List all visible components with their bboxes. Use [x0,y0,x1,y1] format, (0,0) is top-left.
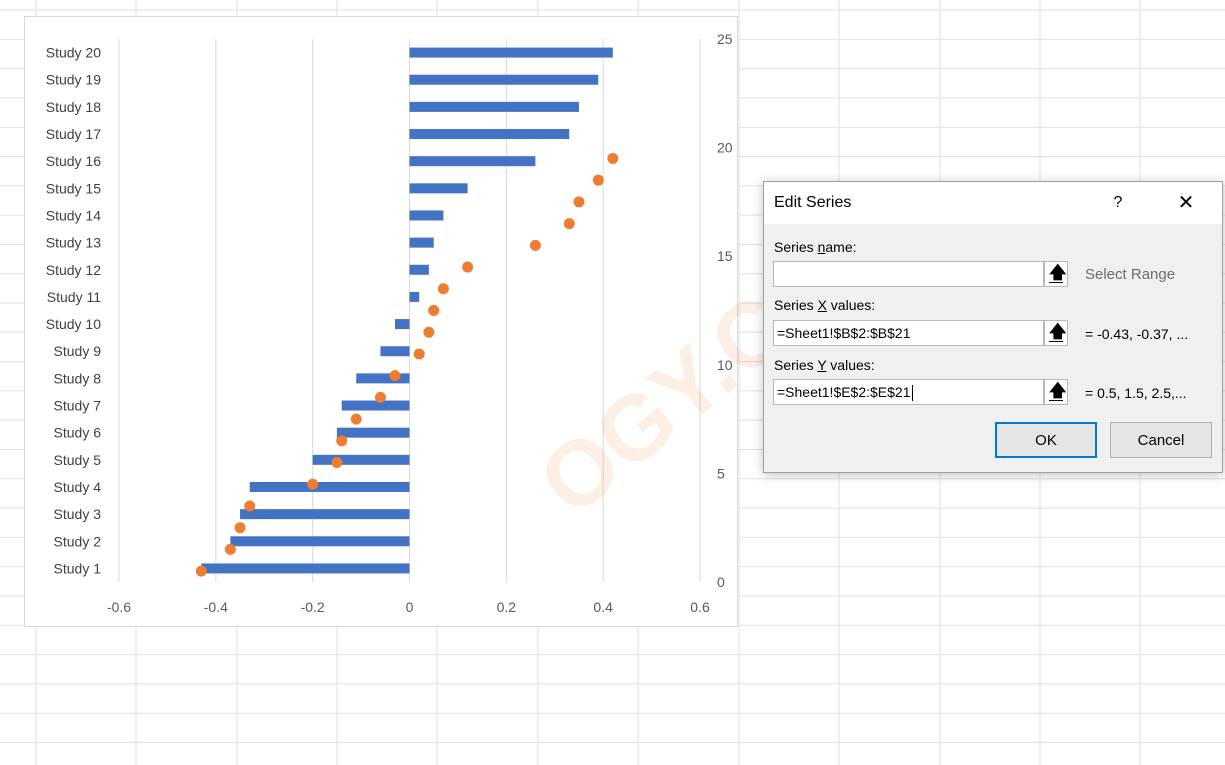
bar [409,101,579,112]
category-label: Study 6 [54,425,102,441]
scatter-point [462,261,474,273]
category-label: Study 5 [54,452,102,468]
dialog-titlebar: Edit Series ? ✕ [764,182,1222,224]
bar [341,400,410,411]
range-selector-arrow-icon: 🡅 [1049,263,1067,282]
bar [249,481,410,492]
dialog-title: Edit Series [774,194,852,211]
y2-tick-label: 5 [717,465,725,481]
series-x-input[interactable]: =Sheet1!$B$2:$B$21 [773,320,1044,346]
category-label: Study 3 [54,506,102,522]
select-range-hint: Select Range [1085,266,1176,283]
x-tick-label: 0.2 [497,599,517,615]
edit-series-dialog: Edit Series ? ✕ Series name: 🡅 Select Ra… [763,181,1223,473]
ok-button[interactable]: OK [995,422,1097,458]
x-tick-label: 0.4 [593,599,613,615]
category-label: Study 12 [46,262,101,278]
scatter-point [331,457,343,469]
category-label: Study 4 [54,479,102,495]
bar [409,183,468,194]
cancel-button[interactable]: Cancel [1110,422,1212,458]
y2-tick-label: 25 [717,31,733,47]
x-tick-label: 0 [406,599,414,615]
bar [394,319,410,330]
category-label: Study 1 [54,560,102,576]
scatter-point [195,565,207,577]
scatter-point [389,370,401,382]
scatter-point [374,391,386,403]
scatter-point [428,305,440,316]
bar [312,454,410,465]
scatter-point [307,478,319,490]
series-y-preview: = 0.5, 1.5, 2.5,... [1085,385,1187,401]
category-label: Study 15 [46,180,101,196]
range-selector-arrow-icon: 🡅 [1049,381,1067,400]
category-label: Study 8 [54,370,102,386]
bar [356,373,410,384]
category-label: Study 19 [46,72,101,88]
chart-area[interactable]: -0.6 -0.4 -0.2 0 0.2 0.4 0.6 0 5 10 15 20 25 Study 1 S… [24,16,738,627]
x-tick-label: -0.2 [301,599,325,615]
scatter-point [336,435,348,447]
bar [230,536,410,547]
bar [409,264,429,275]
scatter-point [563,218,575,230]
scatter-point [529,239,541,251]
bar [409,156,536,167]
x-tick-label: -0.6 [107,599,131,615]
series-y-label: Series Y values: [774,357,875,373]
bar [240,509,410,520]
scatter-point [592,174,604,186]
scatter-point [413,348,425,360]
combo-chart: -0.6 -0.4 -0.2 0 0.2 0.4 0.6 0 5 10 15 20 25 Study 1 S… [46,31,733,615]
series-name-input[interactable] [773,261,1044,287]
y2-tick-label: 0 [717,574,725,590]
x-tick-label: 0.6 [690,599,710,615]
series-name-range-button[interactable]: 🡅 [1044,261,1068,287]
bar [380,346,410,357]
category-label: Study 2 [54,533,102,549]
scatter-point [234,522,246,534]
y2-tick-label: 15 [717,248,733,264]
help-icon[interactable]: ? [1113,194,1123,211]
category-label: Study 10 [46,316,101,332]
scatter-point [244,500,256,512]
category-label: Study 11 [47,289,101,305]
text-caret [911,385,913,402]
range-selector-arrow-icon: 🡅 [1049,322,1067,341]
series-x-preview: = -0.43, -0.37, ... [1085,326,1189,342]
bar [409,74,599,85]
scatter-point [423,326,435,338]
series-y-range-button[interactable]: 🡅 [1044,379,1068,405]
category-label: Study 7 [54,398,102,414]
close-icon[interactable]: ✕ [1177,192,1195,214]
category-label: Study 17 [46,126,101,142]
bar [409,129,570,140]
category-label: Study 13 [46,235,101,251]
scatter-point [350,413,362,425]
y2-tick-label: 10 [717,357,733,373]
scatter-point [607,152,619,164]
category-label: Study 9 [54,343,102,359]
y2-tick-label: 20 [717,140,733,156]
series-name-label: Series name: [774,239,857,255]
scatter-point [573,196,585,208]
bar [409,237,434,248]
bar [409,291,420,302]
x-tick-label: -0.4 [204,599,228,615]
scatter-point [224,543,236,555]
bar [409,210,444,221]
series-x-range-button[interactable]: 🡅 [1044,320,1068,346]
bar [409,47,613,58]
category-label: Study 16 [46,153,101,169]
series-y-input[interactable]: =Sheet1!$E$2:$E$21 [773,379,1044,405]
bar [201,563,410,574]
scatter-point [437,283,449,295]
bar [336,427,410,438]
category-label: Study 14 [46,207,101,223]
series-x-label: Series X values: [774,297,876,313]
category-label: Study 20 [46,45,101,61]
category-label: Study 18 [46,99,101,115]
